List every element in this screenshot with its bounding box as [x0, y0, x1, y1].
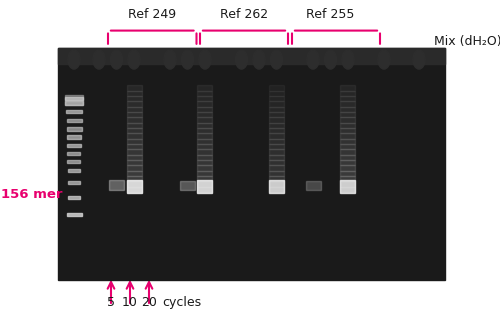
Text: Ref 249: Ref 249	[128, 8, 176, 21]
Text: Mix (dH₂O): Mix (dH₂O)	[434, 35, 500, 48]
Text: 156 mer: 156 mer	[1, 188, 62, 201]
Text: 20: 20	[141, 296, 157, 309]
Text: Ref 262: Ref 262	[220, 8, 268, 21]
Text: 10: 10	[122, 296, 138, 309]
Text: 5: 5	[107, 296, 115, 309]
Text: cycles: cycles	[162, 296, 202, 309]
Text: Ref 255: Ref 255	[306, 8, 354, 21]
